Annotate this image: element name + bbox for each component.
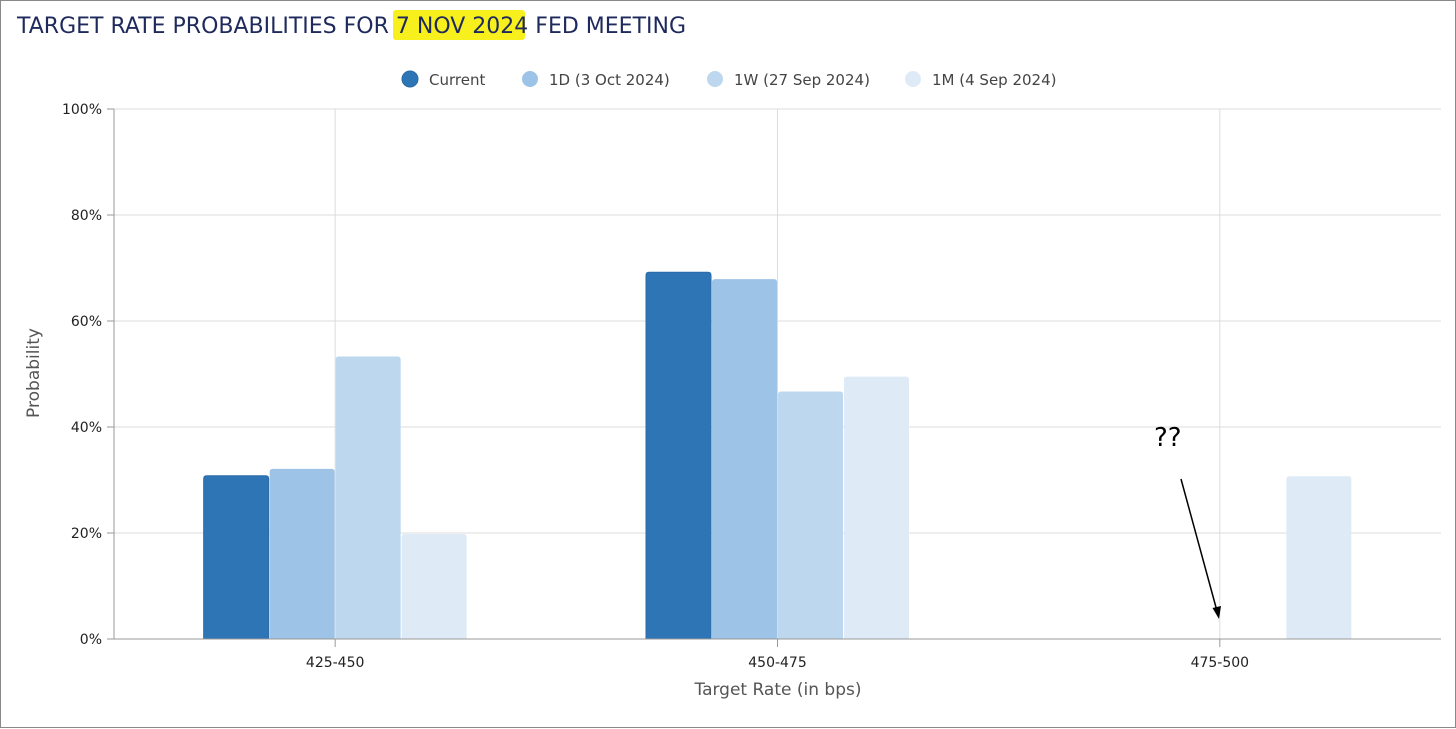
- bar[interactable]: [269, 468, 335, 639]
- y-tick-label: 20%: [71, 526, 102, 542]
- y-tick-label: 60%: [71, 314, 102, 330]
- chart-title-highlight: 7 NOV 2024: [396, 14, 528, 39]
- x-tick-label: 425-450: [306, 655, 365, 671]
- y-tick-label: 100%: [62, 102, 102, 118]
- legend-item[interactable]: Current: [401, 70, 485, 89]
- bars: [203, 271, 1352, 640]
- bar[interactable]: [1286, 476, 1352, 639]
- grid-lines: [114, 108, 1441, 639]
- chart-title-suffix: FED MEETING: [528, 14, 686, 39]
- legend-label: 1D (3 Oct 2024): [549, 71, 670, 89]
- y-axis: 0% 20% 40% 60% 80% 100%: [62, 102, 115, 648]
- bar[interactable]: [844, 376, 909, 639]
- chart-title-prefix: TARGET RATE PROBABILITIES FOR: [16, 14, 396, 39]
- legend: Current 1D (3 Oct 2024) 1W (27 Sep 2024) 1M…: [401, 70, 1056, 89]
- legend-item[interactable]: 1M (4 Sep 2024): [905, 71, 1056, 89]
- legend-swatch: [905, 71, 921, 87]
- chart-title: TARGET RATE PROBABILITIES FOR 7 NOV 2024…: [16, 14, 686, 39]
- x-axis: 425-450 450-475 475-500: [114, 638, 1441, 671]
- x-tick-label: 475-500: [1191, 655, 1250, 671]
- y-tick-label: 0%: [80, 632, 102, 648]
- y-tick-label: 40%: [71, 420, 102, 436]
- bar[interactable]: [401, 534, 467, 639]
- bar[interactable]: [203, 475, 270, 640]
- bar[interactable]: [778, 391, 843, 639]
- bar[interactable]: [712, 279, 777, 639]
- annotation-text: ??: [1154, 423, 1182, 453]
- bar[interactable]: [335, 356, 401, 639]
- y-axis-title: Probability: [24, 328, 44, 418]
- bar[interactable]: [645, 271, 712, 640]
- legend-label: Current: [429, 71, 485, 89]
- legend-swatch: [707, 71, 723, 87]
- legend-item[interactable]: 1W (27 Sep 2024): [707, 71, 870, 89]
- y-tick-label: 80%: [71, 208, 102, 224]
- x-tick-label: 450-475: [748, 655, 807, 671]
- legend-swatch: [522, 71, 538, 87]
- annotation: ??: [1154, 423, 1221, 619]
- annotation-arrow-head: [1212, 606, 1221, 619]
- title-highlight: [393, 10, 525, 40]
- legend-item[interactable]: 1D (3 Oct 2024): [522, 71, 670, 89]
- annotation-arrow-line: [1180, 478, 1218, 612]
- x-axis-title: Target Rate (in bps): [694, 680, 862, 700]
- legend-label: 1W (27 Sep 2024): [734, 71, 870, 89]
- legend-swatch: [401, 70, 419, 88]
- legend-label: 1M (4 Sep 2024): [932, 71, 1056, 89]
